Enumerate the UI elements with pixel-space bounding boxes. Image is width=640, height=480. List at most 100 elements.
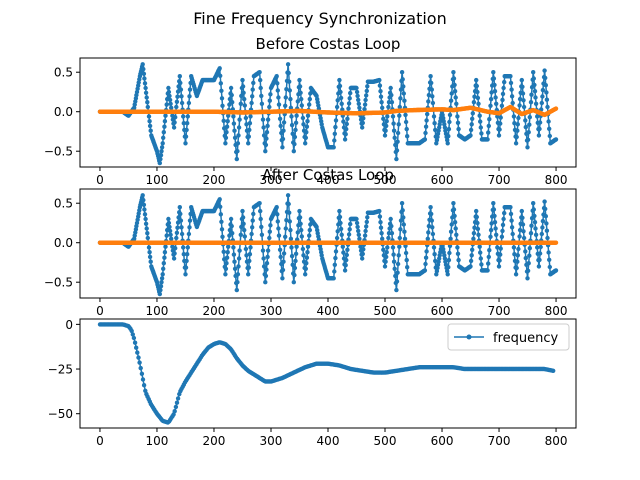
data-point — [345, 247, 350, 252]
data-point — [425, 111, 430, 117]
data-point — [396, 253, 401, 258]
data-point — [260, 248, 266, 253]
data-point — [141, 66, 146, 72]
data-point — [290, 131, 295, 136]
data-point — [173, 404, 179, 410]
y-tick-label: −0.5 — [44, 145, 73, 159]
data-point — [147, 119, 152, 124]
data-point — [403, 119, 409, 125]
data-point — [227, 96, 233, 102]
data-point — [248, 245, 253, 250]
x-tick-label: 800 — [545, 173, 568, 187]
data-point — [265, 117, 271, 122]
legend-box — [447, 323, 570, 351]
data-point — [301, 253, 306, 258]
data-point — [339, 101, 344, 107]
data-point — [426, 223, 432, 229]
data-point — [275, 212, 280, 217]
data-point — [169, 236, 174, 241]
data-point — [300, 115, 306, 121]
data-point — [235, 272, 241, 277]
data-point — [472, 225, 477, 230]
data-point — [263, 280, 268, 285]
data-point — [356, 97, 361, 103]
data-point — [249, 100, 254, 106]
data-point — [338, 226, 344, 232]
data-point — [456, 126, 461, 132]
data-point — [136, 355, 141, 360]
data-point — [445, 141, 450, 146]
data-point — [426, 230, 431, 235]
data-point — [157, 291, 162, 297]
data-point — [250, 225, 255, 230]
data-point — [228, 216, 234, 222]
data-point — [365, 84, 370, 89]
data-point — [259, 93, 264, 99]
data-point — [446, 134, 451, 139]
data-point — [263, 142, 269, 148]
data-point — [426, 99, 431, 104]
data-point — [288, 236, 294, 241]
data-point — [172, 120, 177, 125]
data-point — [475, 89, 480, 95]
data-point — [134, 345, 139, 350]
x-tick-label: 0 — [96, 304, 104, 318]
data-point — [520, 91, 526, 96]
data-point — [358, 244, 363, 249]
data-point — [535, 114, 540, 119]
data-point — [274, 74, 279, 79]
data-point — [493, 226, 498, 231]
data-point — [486, 130, 491, 135]
data-point — [174, 400, 180, 405]
data-point — [528, 231, 534, 236]
data-point — [540, 225, 545, 230]
data-point — [532, 82, 537, 88]
x-tick-label: 700 — [488, 304, 511, 318]
data-point — [341, 250, 346, 255]
data-point — [476, 101, 481, 107]
data-point — [512, 121, 517, 126]
data-point — [379, 100, 384, 105]
y-tick-label: 0.0 — [54, 105, 73, 119]
data-point — [164, 102, 169, 107]
x-tick-label: 500 — [374, 304, 397, 318]
data-point — [478, 125, 483, 130]
data-point — [396, 122, 401, 127]
data-point — [236, 133, 241, 138]
data-point — [398, 227, 403, 232]
data-point — [331, 276, 336, 281]
data-point — [264, 261, 270, 266]
data-point — [292, 134, 298, 140]
data-point — [145, 100, 150, 105]
x-tick-label: 400 — [317, 434, 340, 448]
data-point — [475, 95, 481, 101]
data-point — [355, 224, 360, 230]
data-point — [492, 213, 497, 219]
x-tick-label: 600 — [431, 173, 454, 187]
data-point — [447, 112, 453, 118]
data-point — [267, 235, 272, 241]
data-point — [544, 90, 549, 95]
data-point — [249, 231, 254, 237]
data-point — [400, 208, 405, 213]
data-point — [385, 245, 390, 250]
data-point — [287, 88, 292, 93]
data-point — [393, 273, 398, 279]
data-point — [276, 102, 282, 107]
data-point — [229, 223, 234, 229]
data-point — [531, 76, 536, 81]
data-point — [486, 254, 491, 260]
data-point — [158, 287, 163, 293]
data-point — [544, 97, 550, 102]
data-point — [335, 98, 340, 103]
data-point — [157, 160, 162, 166]
data-point — [219, 227, 225, 232]
data-point — [295, 230, 300, 235]
x-tick-label: 0 — [96, 173, 104, 187]
data-point — [355, 93, 360, 99]
data-point — [394, 279, 400, 284]
data-point — [275, 81, 280, 86]
data-point — [337, 208, 342, 214]
data-point — [185, 252, 190, 257]
data-point — [395, 270, 400, 275]
